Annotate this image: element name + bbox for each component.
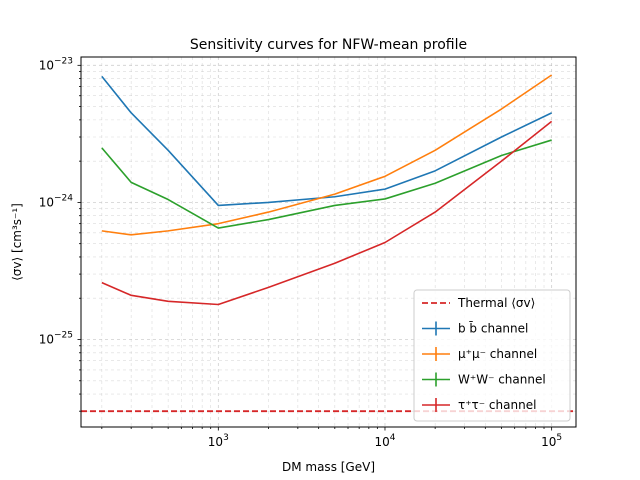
series-line-2 (101, 139, 552, 229)
series-line-1 (101, 74, 553, 236)
x-axis-label: DM mass [GeV] (282, 460, 375, 474)
y-tick-label: 10−24 (39, 193, 74, 209)
axis-ticks: 103 104 105 10−25 10−24 10−23 (39, 56, 562, 449)
legend-item: τ⁺τ⁻ channel (422, 398, 536, 412)
legend-item: Thermal ⟨σv⟩ (422, 296, 535, 310)
legend-label: b b̄ channel (458, 321, 528, 335)
series-line-0 (101, 75, 552, 207)
legend-item: b b̄ channel (422, 321, 528, 336)
series-group (81, 74, 576, 413)
legend-label: μ⁺μ⁻ channel (458, 347, 537, 361)
x-tick-label: 103 (208, 433, 229, 449)
x-tick-label: 104 (374, 433, 395, 449)
legend-item: W⁺W⁻ channel (422, 372, 546, 387)
y-tick-label: 10−23 (39, 56, 73, 72)
y-tick-label: 10−25 (39, 330, 73, 346)
legend-label: Thermal ⟨σv⟩ (457, 296, 535, 310)
legend-label: τ⁺τ⁻ channel (458, 398, 536, 412)
legend-label: W⁺W⁻ channel (458, 373, 546, 387)
series-line-3 (101, 120, 553, 306)
x-tick-label: 105 (541, 433, 562, 449)
chart-title: Sensitivity curves for NFW-mean profile (190, 37, 467, 53)
y-axis-label: ⟨σv⟩ [cm³s⁻¹] (10, 203, 24, 281)
legend-item: μ⁺μ⁻ channel (422, 347, 537, 361)
legend-box (413, 289, 571, 422)
plot-frame (80, 56, 577, 428)
legend: Thermal ⟨σv⟩ b b̄ channel μ⁺μ⁻ channel W⁺W⁻… (413, 289, 571, 422)
